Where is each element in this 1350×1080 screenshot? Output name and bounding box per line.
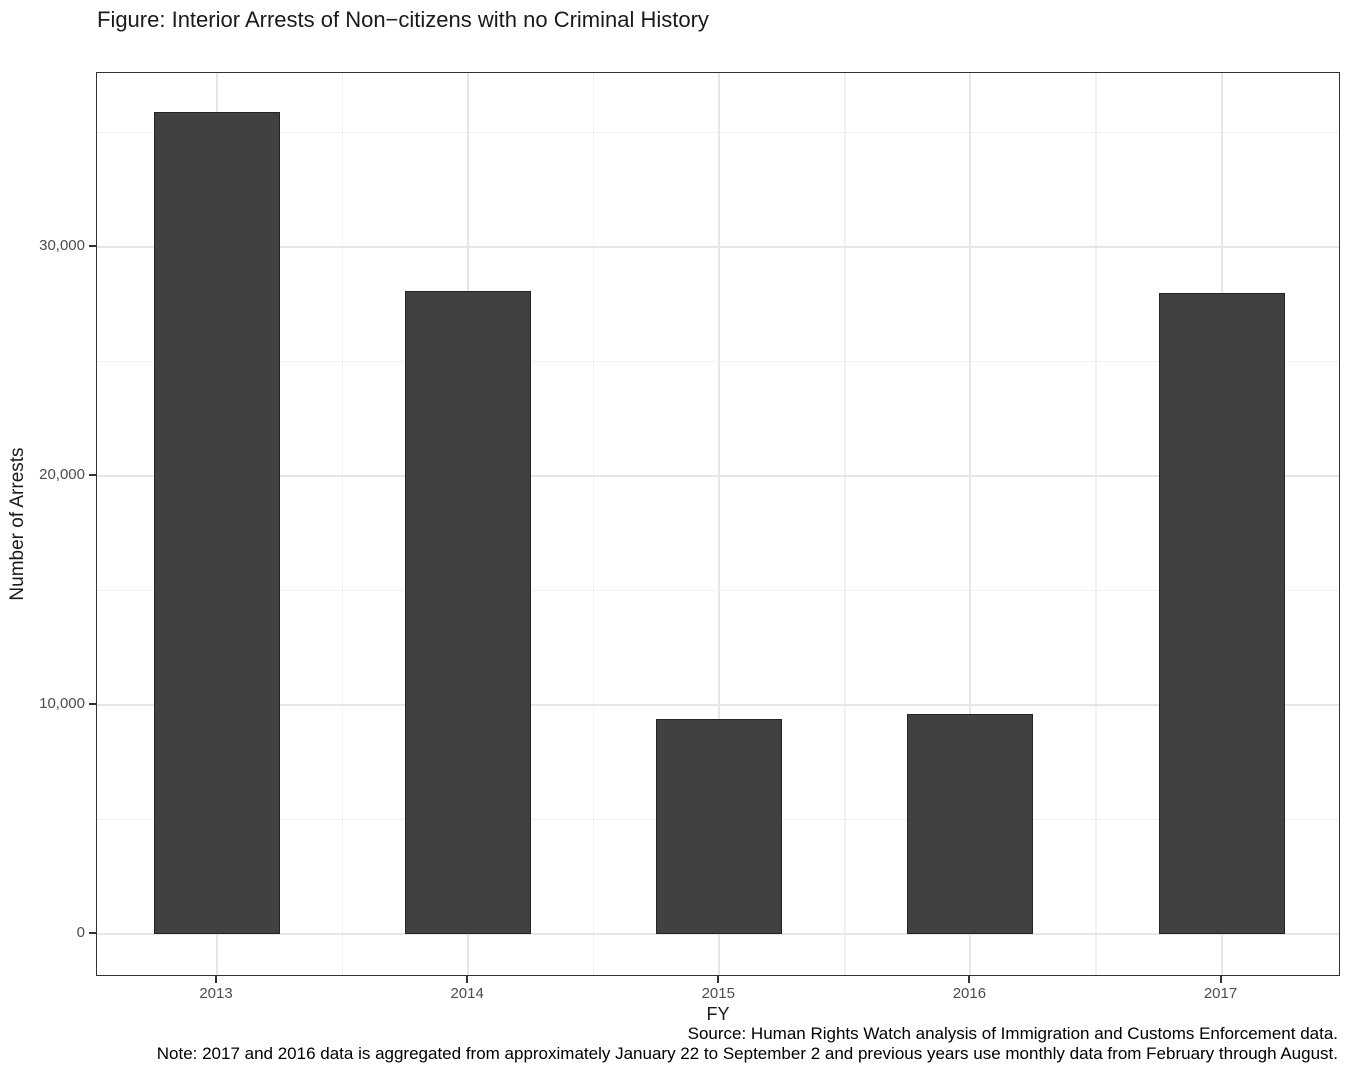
plot-panel (96, 72, 1340, 976)
y-tick-label: 10,000 (39, 695, 85, 712)
caption-note: Note: 2017 and 2016 data is aggregated f… (156, 1044, 1338, 1063)
gridline-minor-vertical (341, 73, 344, 975)
gridline-minor-vertical (844, 73, 846, 975)
y-axis-title: Number of Arrests (7, 447, 28, 601)
bar-2016 (907, 714, 1034, 934)
x-tick-mark (215, 976, 217, 983)
x-tick-mark (717, 976, 720, 983)
gridline-minor-horizontal (97, 360, 1339, 363)
x-tick-label: 2015 (701, 985, 735, 1002)
gridline-minor-vertical (592, 73, 595, 975)
y-tick-mark (89, 245, 96, 247)
bar-2015 (656, 718, 783, 934)
y-tick-mark (89, 932, 96, 934)
x-axis-title: FY (706, 1004, 730, 1024)
x-tick-mark (1219, 976, 1222, 983)
x-tick-label: 2014 (450, 985, 484, 1002)
gridline-major-vertical (969, 73, 972, 975)
x-tick-label: 2016 (952, 985, 987, 1002)
x-tick-label: 2017 (1203, 985, 1238, 1002)
gridline-major-horizontal (97, 246, 1339, 248)
x-tick-label: 2013 (199, 985, 233, 1002)
y-tick-label: 30,000 (39, 237, 85, 254)
gridline-minor-horizontal (97, 589, 1339, 592)
y-tick-label: 0 (76, 924, 85, 941)
bar-2014 (405, 290, 532, 934)
bar-2013 (154, 111, 280, 934)
caption-source: Source: Human Rights Watch analysis of I… (687, 1024, 1338, 1043)
gridline-major-vertical (718, 73, 721, 975)
gridline-major-horizontal (97, 933, 1339, 935)
gridline-major-horizontal (97, 704, 1339, 706)
y-tick-label: 20,000 (39, 466, 85, 483)
gridline-major-horizontal (97, 475, 1339, 477)
y-tick-mark (89, 703, 96, 705)
chart-title: Figure: Interior Arrests of Non−citizens… (97, 7, 709, 32)
caption-block: Source: Human Rights Watch analysis of I… (12, 1024, 1338, 1064)
x-tick-mark (466, 976, 469, 983)
gridline-minor-vertical (1095, 73, 1097, 975)
bar-2017 (1158, 292, 1285, 934)
x-tick-mark (968, 976, 971, 983)
gridline-minor-horizontal (97, 131, 1339, 134)
y-tick-mark (89, 474, 96, 476)
